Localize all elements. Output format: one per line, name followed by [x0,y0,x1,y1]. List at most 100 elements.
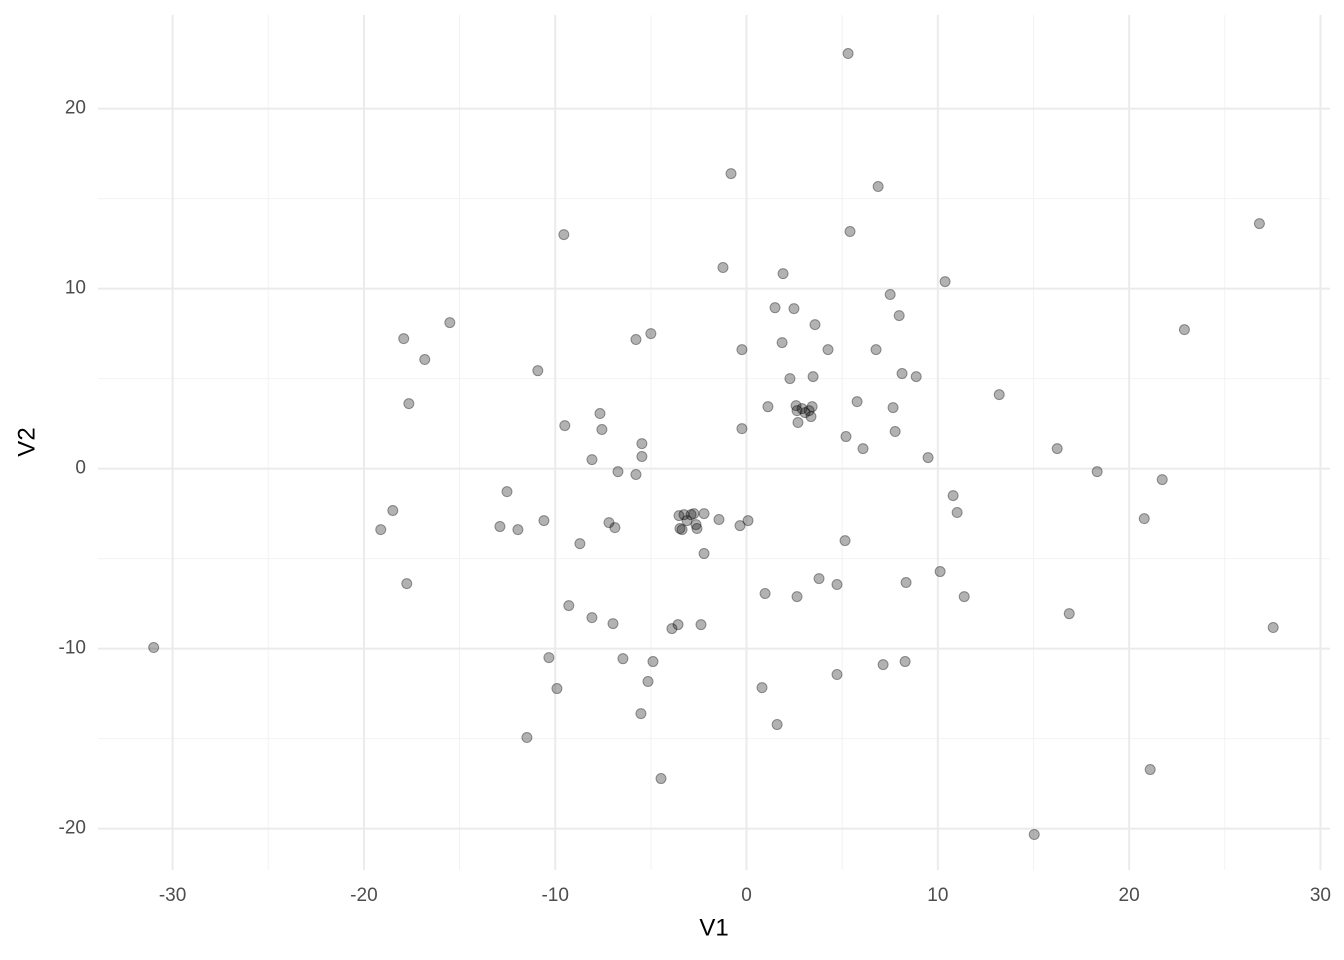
point [896,368,908,380]
x-tick-label: -20 [350,885,377,906]
point [543,652,555,664]
point [947,490,959,502]
point [788,303,800,315]
point [630,469,642,481]
point [734,520,746,532]
point [807,371,819,383]
point [884,289,896,301]
point [769,302,781,314]
point [617,653,629,665]
point [574,538,586,550]
point [559,420,571,432]
point [695,619,707,631]
point [551,683,563,695]
point [792,417,804,429]
point [771,719,783,731]
point [887,402,899,414]
point [922,452,934,464]
point [1253,218,1265,230]
point [784,373,796,385]
point [799,407,811,419]
point [494,521,506,533]
point [805,411,817,423]
point [717,262,729,274]
point [401,578,413,590]
point [777,268,789,280]
point [678,509,690,521]
point [387,505,399,517]
point [635,708,647,720]
point [803,405,815,417]
y-tick-label: -20 [59,818,86,839]
point [842,48,854,60]
y-axis-title: V2 [13,427,40,456]
point [609,522,621,534]
point [1156,474,1168,486]
x-tick-label: 30 [1310,885,1331,906]
x-tick-label: 10 [927,885,948,906]
point [939,276,951,288]
point [790,400,802,412]
point [1028,829,1040,841]
point [685,509,697,521]
y-tick-label: 0 [75,458,86,479]
point [403,398,415,410]
point [1178,324,1190,336]
point [636,438,648,450]
point [148,642,160,654]
point [512,524,524,536]
point [521,732,533,744]
point [993,389,1005,401]
point [375,524,387,536]
point [688,508,700,520]
point [1091,466,1103,478]
point [607,618,619,630]
point [586,612,598,624]
point [676,524,688,536]
point [647,656,659,668]
point [840,431,852,443]
point [586,454,598,466]
point [951,507,963,519]
point [594,408,606,420]
y-tick-label: 20 [65,98,86,119]
x-axis-title: V1 [699,914,728,941]
point [642,676,654,688]
point [1051,443,1063,455]
point [809,319,821,331]
point [691,523,703,535]
point [698,548,710,560]
point [736,423,748,435]
point [900,577,912,589]
y-tick-label: 10 [65,278,86,299]
point [681,515,693,527]
x-tick-label: -30 [159,885,186,906]
point [419,354,431,366]
point [444,317,456,329]
point [844,226,856,238]
y-tick-label: -10 [59,638,86,659]
point [791,405,803,417]
point [532,365,544,377]
point [645,328,657,340]
x-tick-label: 0 [741,885,752,906]
point [563,600,575,612]
point [690,519,702,531]
point [839,535,851,547]
point [934,566,946,578]
point [630,334,642,346]
point [666,623,678,635]
x-tick-label: 20 [1119,885,1140,906]
point [831,579,843,591]
point [673,510,685,522]
point [636,451,648,463]
point [538,515,550,527]
point [759,588,771,600]
point [822,344,834,356]
point [596,424,608,436]
point [870,344,882,356]
point [742,515,754,527]
point [398,333,410,345]
point [672,619,684,631]
